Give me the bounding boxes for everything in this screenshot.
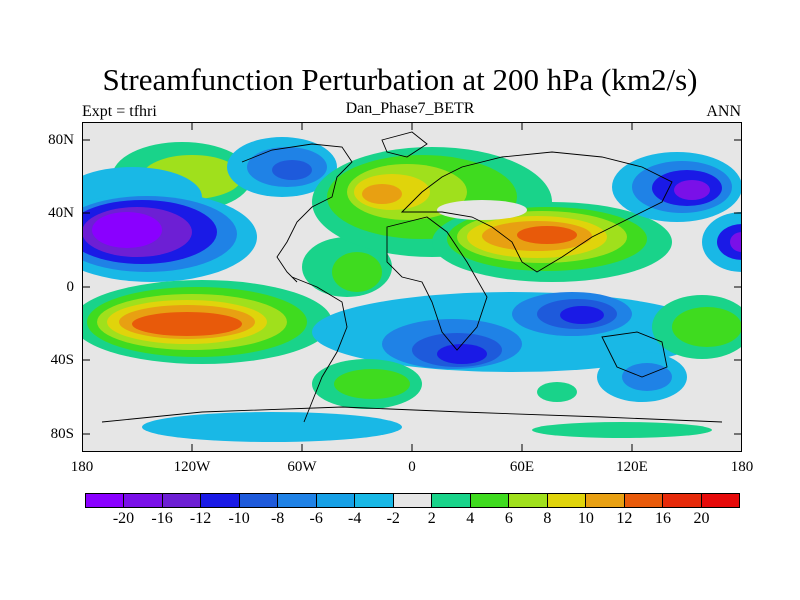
colorbar-label: -20 — [112, 510, 135, 527]
colorbar-label: -8 — [270, 510, 285, 527]
colorbar-label: -16 — [151, 510, 173, 527]
colorbar-label: -6 — [309, 510, 323, 527]
coastlines — [101, 131, 723, 423]
lon-label-60e: 60E — [509, 459, 535, 475]
lat-label-40s: 40S — [50, 352, 74, 368]
coast-greenland — [381, 131, 428, 158]
colorbar-label: 8 — [543, 510, 552, 527]
field-so-low-west — [142, 412, 402, 442]
field-na-low-core — [272, 160, 312, 180]
field-so-pos-east — [532, 422, 712, 438]
colorbar-swatch — [393, 494, 433, 507]
coast-north-america — [241, 143, 353, 283]
field-euro-pos-core — [362, 184, 402, 204]
field-npac-low-core — [92, 212, 162, 248]
colorbar-label: 20 — [693, 510, 710, 527]
lon-label-180-west: 180 — [70, 459, 94, 475]
lat-label-40n: 40N — [48, 205, 74, 221]
colorbar-swatch — [124, 494, 163, 507]
colorbar-swatch — [624, 494, 664, 507]
colorbar-label: -2 — [386, 510, 400, 527]
colorbar-swatch — [663, 494, 702, 507]
lon-label-120w: 120W — [173, 459, 211, 475]
lat-label-80s: 80S — [50, 426, 74, 442]
colorbar-swatch — [278, 494, 317, 507]
plot-title: Streamfunction Perturbation at 200 hPa (… — [102, 62, 698, 97]
colorbar-label: 6 — [504, 510, 513, 527]
colorbar-swatch — [86, 494, 125, 507]
colorbar-label: -10 — [228, 510, 250, 527]
lon-label-120e: 120E — [616, 459, 648, 475]
colorbar-swatch — [239, 494, 279, 507]
streamfunction-map — [47, 122, 782, 452]
colorbar-swatch — [586, 494, 625, 507]
colorbar-swatch — [547, 494, 587, 507]
coast-eurasia — [400, 151, 673, 273]
colorbar-swatch — [432, 494, 471, 507]
field-so-small-pos — [537, 382, 577, 402]
season-label: ANN — [706, 103, 741, 120]
colorbar-label: -12 — [189, 510, 212, 527]
lat-label-0: 0 — [66, 279, 75, 295]
field-med-gap — [437, 200, 527, 220]
coast-antarctica — [101, 406, 723, 423]
colorbar-swatch — [355, 494, 394, 507]
colorbar — [85, 493, 740, 508]
colorbar-label: 12 — [616, 510, 633, 527]
colorbar-label: 4 — [466, 510, 475, 527]
field-trop-am-pos-core — [332, 252, 382, 292]
coast-south-america — [291, 276, 348, 423]
field-sp-pos-core — [132, 312, 242, 336]
lon-label-180-east: 180 — [730, 459, 754, 475]
colorbar-swatch — [701, 494, 739, 507]
colorbar-swatch — [162, 494, 202, 507]
coast-africa — [386, 216, 488, 351]
map-panel — [47, 122, 782, 452]
colorbar-label: 2 — [427, 510, 436, 527]
field-io-low-core — [560, 306, 604, 324]
field-sa-low-core — [437, 344, 487, 364]
field-sep-pos-core — [672, 307, 742, 347]
colorbar-label: -4 — [348, 510, 362, 527]
coast-australia — [601, 331, 668, 378]
lon-label-0: 0 — [408, 459, 416, 475]
field-nwp-low-core — [674, 180, 710, 200]
case-label: Dan_Phase7_BETR — [345, 100, 475, 117]
colorbar-swatch — [470, 494, 510, 507]
colorbar-label: 16 — [654, 510, 671, 527]
colorbar-swatch — [509, 494, 548, 507]
field-satl-pos-core — [334, 369, 410, 399]
field-aus-low-core — [622, 363, 672, 391]
field-asia-pos-core — [517, 226, 577, 244]
contour-fields — [47, 137, 782, 442]
lat-label-80n: 80N — [48, 132, 74, 148]
colorbar-swatch — [201, 494, 240, 507]
colorbar-label: 10 — [577, 510, 594, 527]
lon-label-60w: 60W — [287, 459, 317, 475]
axis-ticks — [82, 122, 742, 452]
experiment-label: Expt = tfhri — [82, 103, 157, 120]
colorbar-swatch — [316, 494, 356, 507]
